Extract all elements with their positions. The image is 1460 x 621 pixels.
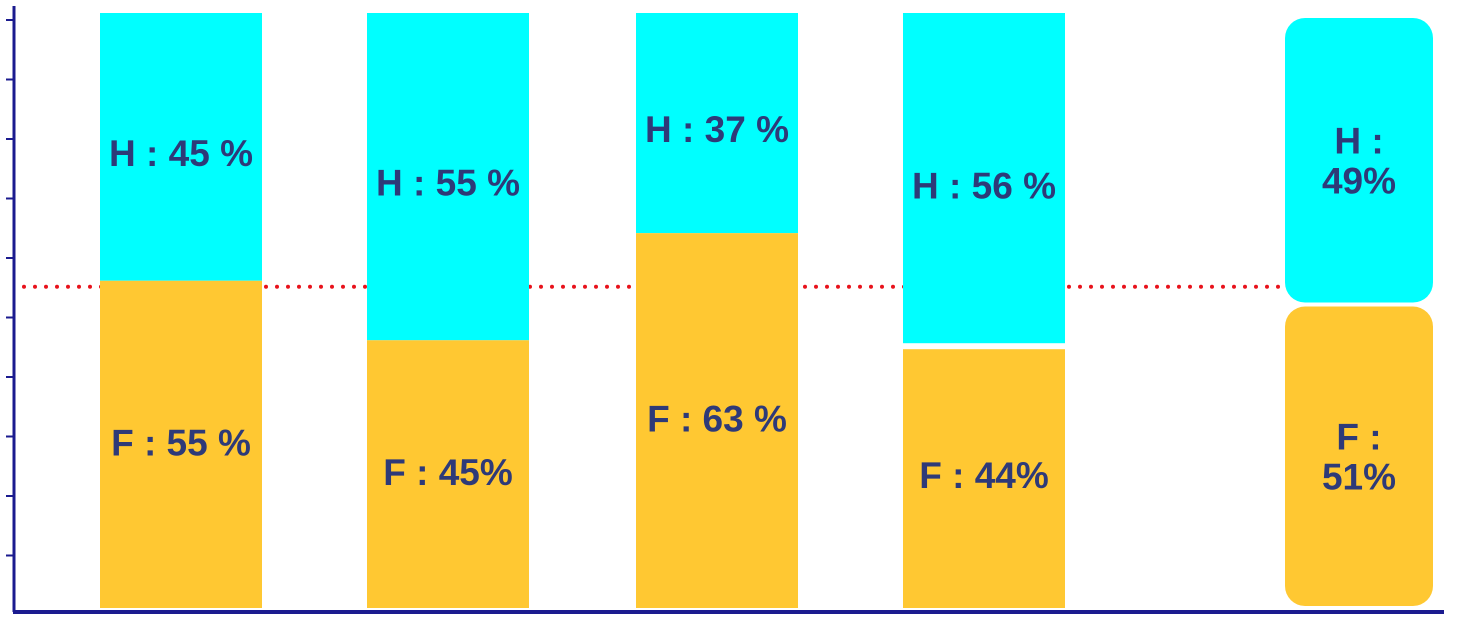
label-H-5: H :49%: [1322, 120, 1396, 201]
bar-F-5: [1285, 306, 1433, 606]
bar-H-2: [367, 13, 529, 341]
bar-H-4: [903, 13, 1065, 344]
label-F-1: F : 55 %: [111, 422, 251, 463]
label-H-1: H : 45 %: [109, 132, 253, 173]
label-H-4: H : 56 %: [912, 165, 1056, 206]
label-H-3: H : 37 %: [645, 109, 789, 150]
label-F-5: F :51%: [1322, 416, 1396, 497]
bar-F-2: [367, 340, 529, 608]
label-F-2: F : 45%: [383, 452, 513, 493]
bar-F-3: [636, 233, 798, 608]
bar-H-5: [1285, 18, 1433, 303]
bar-F-1: [100, 280, 262, 608]
label-H-2: H : 55 %: [376, 162, 520, 203]
label-F-3: F : 63 %: [647, 398, 787, 439]
bar-H-1: [100, 13, 262, 281]
label-F-4: F : 44%: [919, 455, 1049, 496]
bar-H-3: [636, 13, 798, 234]
bar-F-4: [903, 349, 1065, 608]
